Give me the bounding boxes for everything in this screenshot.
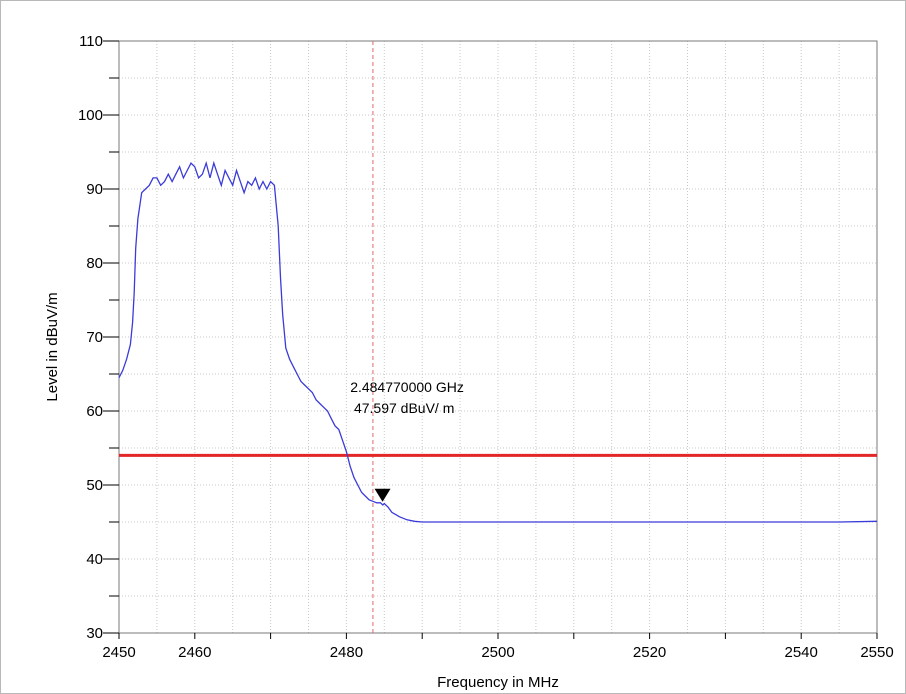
tick-layer: 30 40 50 60 70 80 90 100 110 2450 2460 2480 2500 2520… — [78, 33, 894, 661]
x-tick-label: 2500 — [481, 644, 514, 661]
x-tick-label: 2540 — [785, 644, 818, 661]
x-tick-label: 2520 — [633, 644, 666, 661]
x-tick-label: 2550 — [860, 644, 893, 661]
y-tick-label: 30 — [86, 625, 103, 642]
y-axis-title: Level in dBuV/m — [44, 292, 61, 401]
x-axis-title: Frequency in MHz — [437, 674, 559, 691]
marker-readout-frequency: 2.484770000 GHz — [350, 379, 464, 395]
y-tick-label: 80 — [86, 255, 103, 272]
x-tick-label: 2460 — [178, 644, 211, 661]
y-tick-label: 60 — [86, 403, 103, 420]
y-tick-label: 90 — [86, 181, 103, 198]
marker-readout-level: 47.597 dBuV/ m — [354, 400, 454, 416]
y-tick-label: 50 — [86, 477, 103, 494]
y-tick-label: 110 — [79, 33, 103, 50]
grid-layer — [119, 41, 877, 633]
series-trace — [118, 160, 878, 523]
marker-triangle-icon — [374, 488, 391, 502]
x-tick-label: 2480 — [330, 644, 363, 661]
y-tick-label: 40 — [86, 551, 103, 568]
y-tick-label: 100 — [78, 107, 103, 124]
y-tick-label: 70 — [86, 329, 103, 346]
x-tick-label: 2450 — [102, 644, 135, 661]
